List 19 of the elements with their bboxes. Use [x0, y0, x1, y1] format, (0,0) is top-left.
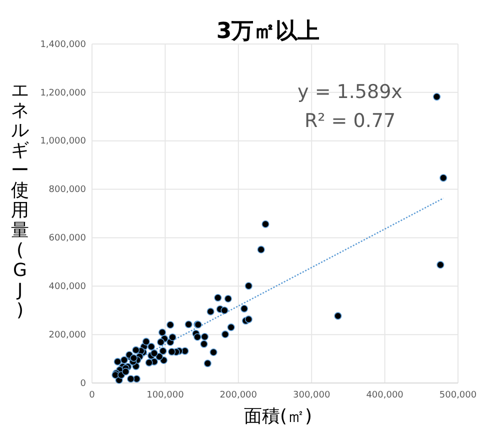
- y-tick-label: 200,000: [48, 330, 86, 340]
- x-tick-label: 300,000: [292, 390, 330, 400]
- x-tick-label: 0: [89, 390, 96, 400]
- x-tick-label: 100,000: [146, 390, 184, 400]
- y-tick-label: 0: [80, 378, 86, 389]
- y-tick-label: 800,000: [48, 185, 86, 196]
- y-tick-label: 600,000: [48, 234, 86, 244]
- x-tick-label: 400,000: [366, 390, 404, 400]
- y-tick-label: 1,400,000: [40, 40, 86, 50]
- chart-title: 3万㎡以上: [216, 19, 320, 44]
- text: エネルギー使用量(GJ): [11, 80, 29, 321]
- annotation: y = 1.589x: [298, 81, 402, 103]
- y-tick-label: 400,000: [48, 282, 86, 292]
- x-tick-label: 200,000: [220, 390, 258, 400]
- x-tick-label: 500,000: [439, 390, 477, 400]
- y-tick-label: 1,000,000: [40, 136, 86, 147]
- x-axis-title: 面積(㎡): [244, 406, 312, 427]
- annotation: R² = 0.77: [304, 110, 396, 132]
- y-tick-label: 1,200,000: [40, 88, 86, 98]
